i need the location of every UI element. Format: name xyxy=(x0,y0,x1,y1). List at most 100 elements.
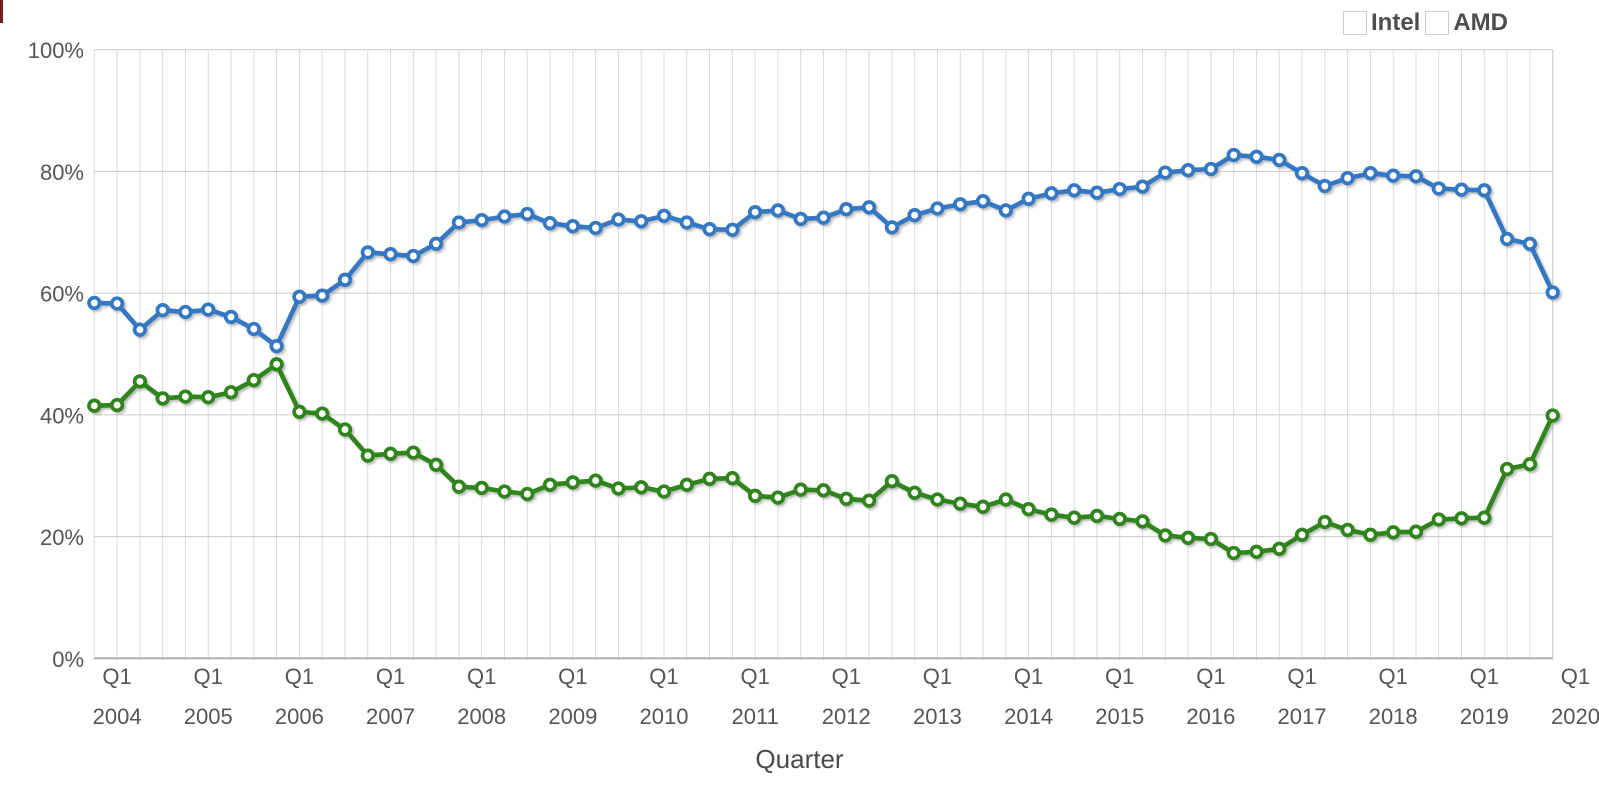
legend-item-intel[interactable]: Intel xyxy=(1343,11,1420,35)
x-tick-year-label: 2012 xyxy=(822,704,871,729)
intel-data-point xyxy=(975,194,991,209)
x-tick-year-label: 2009 xyxy=(548,704,597,729)
amd-data-point xyxy=(497,484,512,499)
x-tick-year-label: 2015 xyxy=(1095,704,1144,729)
x-tick-quarter-label: Q1 xyxy=(1196,664,1225,689)
intel-data-point xyxy=(406,248,421,264)
amd-data-point xyxy=(930,492,945,507)
amd-data-point xyxy=(656,484,672,499)
intel-data-point xyxy=(1340,170,1355,186)
intel-data-point xyxy=(451,215,467,230)
intel-data-point xyxy=(292,289,307,304)
intel-series xyxy=(87,147,1560,354)
x-tick-year-label: 2006 xyxy=(275,704,324,729)
intel-data-point xyxy=(246,321,261,337)
amd-data-point xyxy=(315,406,330,421)
x-tick-year-label: 2010 xyxy=(640,704,689,729)
intel-data-point xyxy=(109,296,125,311)
x-tick-quarter-label: Q1 xyxy=(1105,664,1134,689)
intel-data-point xyxy=(201,302,216,317)
amd-data-point xyxy=(1454,511,1469,526)
intel-data-point xyxy=(861,200,877,215)
x-tick-year-label: 2013 xyxy=(913,704,962,729)
intel-data-point xyxy=(793,211,808,227)
amd-data-point xyxy=(839,491,854,506)
amd-data-point xyxy=(383,446,398,461)
x-axis-title: Quarter xyxy=(755,744,844,774)
intel-data-point xyxy=(1272,152,1287,168)
intel-data-point xyxy=(1203,161,1219,177)
amd-data-point xyxy=(292,404,307,419)
amd-data-point xyxy=(611,481,626,496)
intel-data-point xyxy=(1545,285,1560,300)
amd-data-point xyxy=(1135,514,1150,529)
amd-data-point xyxy=(1044,507,1059,522)
intel-data-point xyxy=(1499,231,1515,247)
amd-data-point xyxy=(1431,512,1446,527)
intel-legend-label: Intel xyxy=(1371,9,1421,36)
amd-data-point xyxy=(109,397,125,413)
amd-data-point xyxy=(1249,544,1264,559)
amd-data-point xyxy=(1499,461,1515,477)
amd-data-point xyxy=(474,480,489,496)
intel-data-point xyxy=(907,208,922,223)
x-tick-quarter-label: Q1 xyxy=(1470,664,1499,689)
intel-data-point xyxy=(223,309,239,325)
intel-data-point xyxy=(1112,181,1127,197)
intel-data-point xyxy=(770,203,786,218)
legend-item-amd[interactable]: AMD xyxy=(1425,11,1508,35)
amd-data-point xyxy=(702,471,717,486)
x-tick-year-label: 2018 xyxy=(1369,704,1418,729)
amd-data-point xyxy=(1067,510,1082,525)
intel-data-point xyxy=(1067,183,1082,198)
intel-data-point xyxy=(816,210,831,225)
amd-data-point xyxy=(1408,524,1424,539)
intel-data-point xyxy=(269,338,284,354)
intel-data-point xyxy=(1477,183,1492,198)
y-tick-label: 40% xyxy=(40,403,84,428)
intel-data-point xyxy=(953,197,968,212)
amd-data-point xyxy=(1021,502,1036,517)
intel-legend-swatch-icon xyxy=(1343,11,1367,35)
intel-data-point xyxy=(520,206,535,222)
x-tick-quarter-label: Q1 xyxy=(740,664,769,689)
intel-data-point xyxy=(337,272,353,287)
amd-data-point xyxy=(1317,514,1332,530)
screenshot-red-artifact xyxy=(0,0,3,23)
amd-data-point xyxy=(246,373,261,388)
intel-data-point xyxy=(1294,166,1310,181)
amd-data-point xyxy=(1158,528,1173,543)
x-tick-year-label: 2020 xyxy=(1551,704,1599,729)
intel-data-point xyxy=(930,201,945,216)
amd-data-point xyxy=(1226,545,1241,561)
amd-data-point xyxy=(542,477,558,492)
intel-data-point xyxy=(1522,236,1538,251)
intel-data-point xyxy=(656,208,672,223)
y-axis-labels: 100% 80% 60% 40% 20% 0% xyxy=(28,38,84,672)
intel-data-point xyxy=(1135,179,1150,194)
y-tick-label: 80% xyxy=(40,160,84,185)
amd-data-point xyxy=(998,492,1013,507)
x-tick-quarter-label: Q1 xyxy=(558,664,587,689)
intel-data-point xyxy=(383,247,398,262)
amd-data-point xyxy=(406,445,421,460)
intel-data-point xyxy=(611,212,626,227)
intel-data-point xyxy=(839,202,854,217)
intel-data-point xyxy=(725,222,740,237)
amd-legend-swatch-icon xyxy=(1425,11,1450,35)
amd-data-point xyxy=(565,475,580,490)
amd-data-point xyxy=(588,473,603,488)
amd-data-point xyxy=(1386,525,1401,540)
x-tick-quarter-label: Q1 xyxy=(376,664,405,689)
amd-data-point xyxy=(634,480,649,495)
x-tick-year-label: 2008 xyxy=(457,704,506,729)
intel-data-point xyxy=(1431,181,1446,196)
x-tick-quarter-label: Q1 xyxy=(923,664,952,689)
amd-data-point xyxy=(132,374,148,389)
x-tick-year-label: 2007 xyxy=(366,704,415,729)
amd-data-point xyxy=(1272,541,1287,556)
amd-data-point xyxy=(793,482,808,497)
horizontal-gridlines xyxy=(94,49,1554,660)
